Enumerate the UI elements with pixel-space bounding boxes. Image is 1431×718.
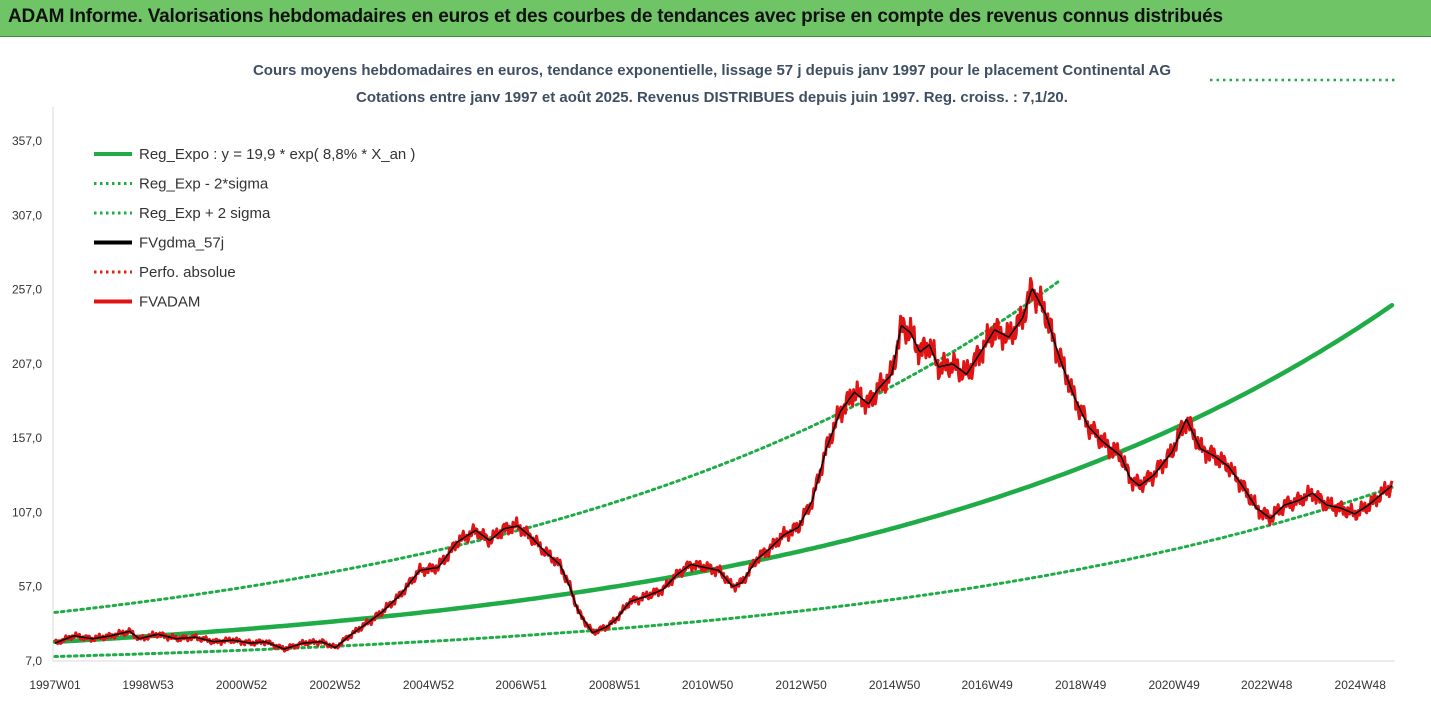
x-tick-label: 2022W48 [1241,678,1293,692]
y-tick-label: 207,0 [12,357,42,371]
y-tick-label: 7,0 [25,654,42,668]
chart-subtitle-line1: Cours moyens hebdomadaires en euros, ten… [253,62,1171,79]
x-tick-label: 2002W52 [309,678,361,692]
legend-label-0: Reg_Expo : y = 19,9 * exp( 8,8% * X_an ) [139,146,415,163]
legend: Reg_Expo : y = 19,9 * exp( 8,8% * X_an )… [94,146,415,311]
chart: Cours moyens hebdomadaires en euros, ten… [12,62,1395,692]
x-tick-label: 2004W52 [403,678,455,692]
x-tick-label: 2020W49 [1148,678,1200,692]
x-tick-label: 2018W49 [1055,678,1107,692]
report-title: ADAM Informe. Valorisations hebdomadaire… [8,6,1223,27]
x-tick-label: 1998W53 [122,678,174,692]
y-tick-label: 157,0 [12,431,42,445]
x-tick-label: 2006W51 [495,678,547,692]
y-tick-label: 57,0 [19,580,43,594]
legend-label-2: Reg_Exp + 2 sigma [139,205,271,222]
y-tick-label: 357,0 [12,134,42,148]
legend-label-4: Perfo. absolue [139,264,236,281]
series-line-2 [53,280,1060,614]
x-tick-label: 2016W49 [961,678,1013,692]
series-line-0 [52,302,1395,645]
y-tick-label: 307,0 [12,208,42,222]
x-tick-label: 1997W01 [29,678,81,692]
x-tick-label: 2010W50 [682,678,734,692]
series-layer [52,277,1395,658]
legend-label-3: FVgdma_57j [139,235,224,252]
series-line-5 [53,277,1394,653]
legend-label-1: Reg_Exp - 2*sigma [139,176,269,193]
x-tick-label: 2008W51 [589,678,641,692]
chart-subtitle-line2: Cotations entre janv 1997 et août 2025. … [356,89,1068,106]
x-tick-label: 2024W48 [1335,678,1387,692]
x-tick-label: 2014W50 [869,678,921,692]
y-tick-label: 107,0 [12,505,42,519]
x-tick-labels: 1997W01 1998W53 2000W52 2002W52 2004W52 2006W… [29,678,1386,692]
x-tick-label: 2000W52 [216,678,268,692]
series-line-3 [54,288,1393,650]
y-tick-label: 257,0 [12,283,42,297]
legend-label-5: FVADAM [139,294,200,311]
y-tick-labels: 7,0 57,0 107,0 157,0 207,0 257,0 307,0 357,0 [12,134,42,668]
x-tick-label: 2012W50 [775,678,827,692]
report-header: ADAM Informe. Valorisations hebdomadaire… [0,0,1431,37]
